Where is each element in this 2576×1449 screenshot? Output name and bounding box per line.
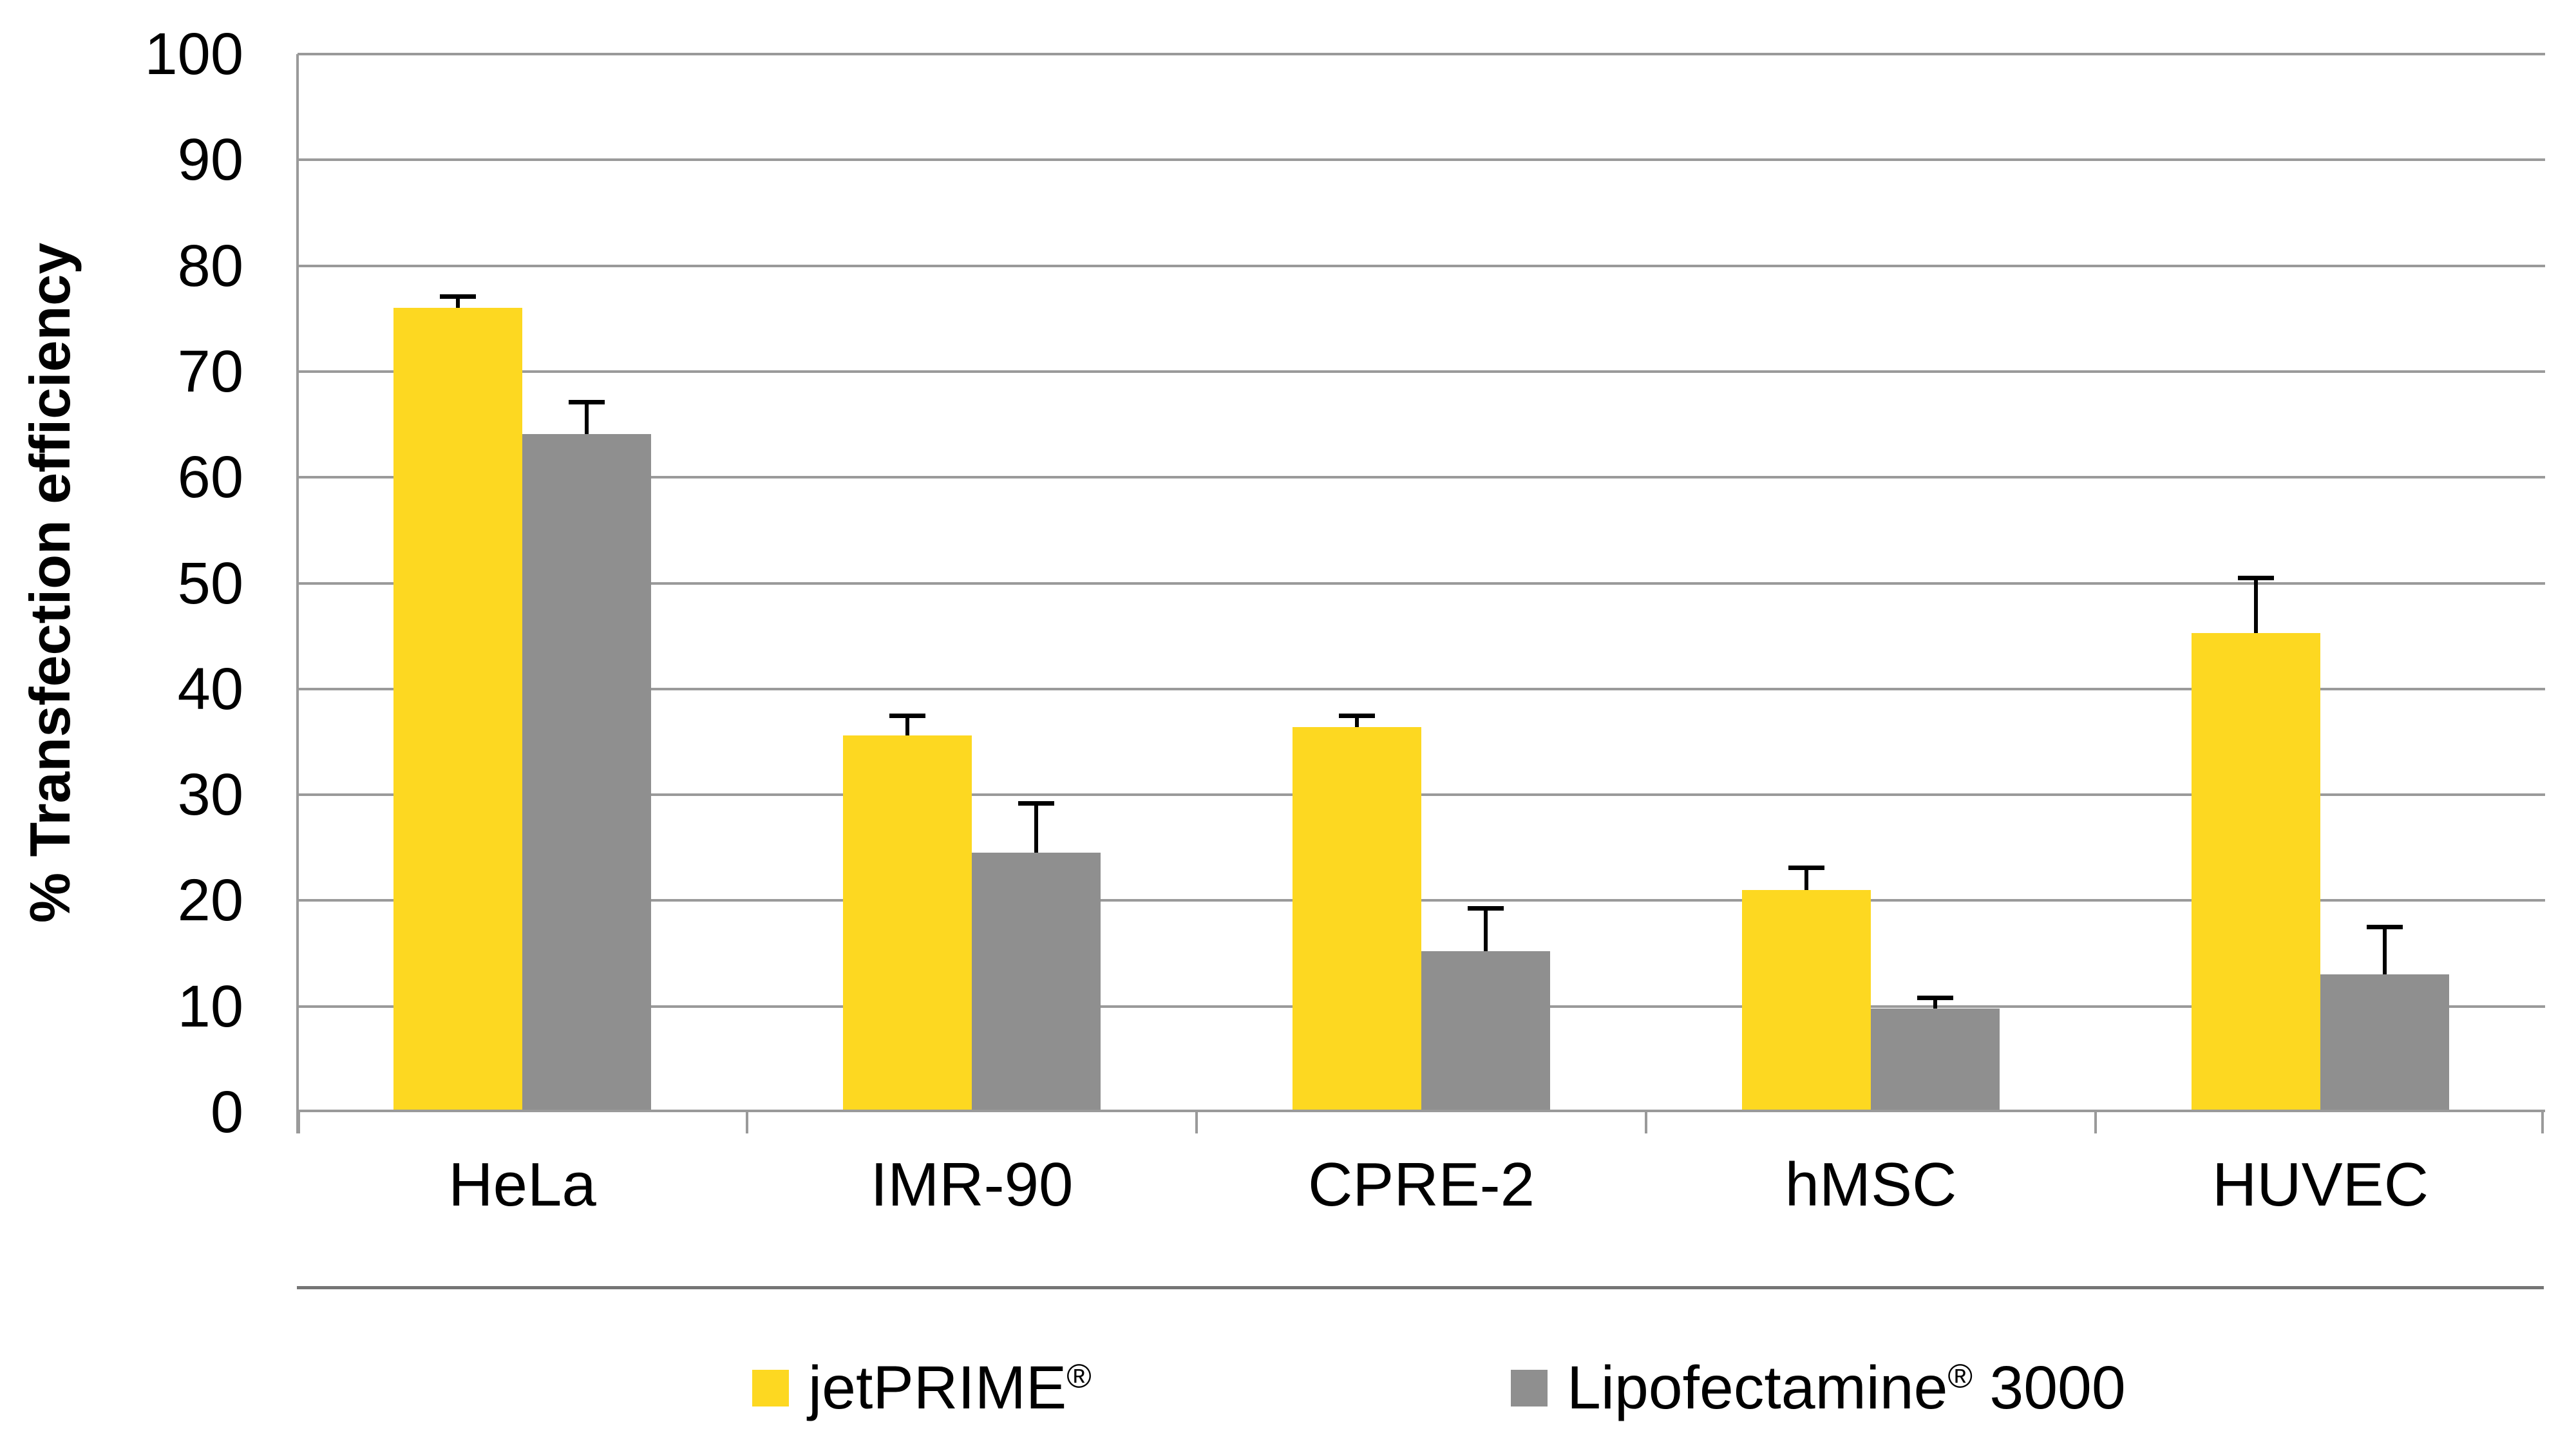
x-axis-tick (746, 1112, 748, 1133)
x-axis-tick (1195, 1112, 1198, 1133)
bar-jetprime-hela (393, 308, 522, 1112)
y-tick-label-10: 10 (177, 973, 243, 1039)
error-bar-cap (1788, 866, 1824, 871)
category-label-huvec: HUVEC (2211, 1150, 2429, 1219)
y-tick-label-40: 40 (177, 656, 243, 722)
category-label-hela: HeLa (448, 1150, 596, 1219)
error-bar-stem (1804, 866, 1808, 890)
bar-jetprime-cpre-2 (1293, 726, 1421, 1112)
bar-lipofectamine-imr-90 (972, 853, 1101, 1112)
error-bar-stem (585, 400, 589, 434)
bar-jetprime-hmsc (1742, 889, 1871, 1112)
y-tick-label-0: 0 (210, 1079, 243, 1145)
category-label-hmsc: hMSC (1785, 1150, 1957, 1219)
error-bar-stem (1034, 800, 1038, 853)
gridline-80 (298, 264, 2545, 267)
y-tick-label-100: 100 (144, 21, 244, 87)
error-bar-stem (1933, 996, 1937, 1009)
legend-swatch-jetprime (752, 1369, 789, 1406)
x-axis-tick (2094, 1112, 2097, 1133)
x-axis-tick (2541, 1112, 2544, 1133)
error-bar-cap (440, 294, 476, 299)
error-bar-stem (1355, 713, 1359, 727)
error-bar-cap (569, 400, 605, 405)
bar-jetprime-huvec (2192, 632, 2320, 1112)
error-bar-stem (456, 294, 460, 308)
legend-swatch-lipofectamine (1511, 1369, 1548, 1406)
error-bar-cap (1018, 800, 1054, 806)
bar-jetprime-imr-90 (843, 735, 972, 1112)
legend-label-lipofectamine: Lipofectamine® 3000 (1567, 1353, 2126, 1422)
category-label-cpre-2: CPRE-2 (1307, 1150, 1535, 1219)
error-bar-cap (1339, 713, 1375, 718)
legend-item-jetprime: jetPRIME® (752, 1349, 1092, 1426)
error-bar-cap (2238, 576, 2274, 580)
gridline-100 (298, 53, 2545, 55)
gridline-60 (298, 476, 2545, 479)
y-tick-label-20: 20 (177, 867, 243, 934)
gridline-30 (298, 793, 2545, 797)
legend-item-lipofectamine: Lipofectamine® 3000 (1511, 1349, 2126, 1426)
bar-lipofectamine-hela (522, 433, 651, 1112)
error-bar-stem (2383, 925, 2387, 975)
x-axis-line (298, 1110, 2545, 1112)
x-axis-tick (298, 1112, 300, 1133)
gridline-70 (298, 370, 2545, 373)
error-bar-cap (2367, 925, 2403, 930)
gridline-20 (298, 899, 2545, 902)
x-axis-tick (1645, 1112, 1647, 1133)
plot-area (298, 53, 2545, 1133)
bar-lipofectamine-cpre-2 (1421, 951, 1550, 1112)
legend-label-jetprime: jetPRIME® (808, 1353, 1092, 1422)
error-bar-cap (889, 713, 925, 718)
gridline-50 (298, 582, 2545, 585)
y-tick-label-90: 90 (177, 127, 243, 193)
legend: jetPRIME® Lipofectamine® 3000 (0, 1349, 2576, 1426)
y-tick-label-30: 30 (177, 762, 243, 828)
y-tick-label-50: 50 (177, 550, 243, 616)
y-axis-line (296, 54, 299, 1133)
gridline-90 (298, 158, 2545, 162)
gridline-40 (298, 687, 2545, 690)
y-tick-label-70: 70 (177, 338, 243, 404)
y-tick-label-60: 60 (177, 444, 243, 511)
error-bar-cap (1468, 905, 1504, 911)
error-bar-stem (1484, 905, 1488, 952)
category-label-imr-90: IMR-90 (870, 1150, 1074, 1219)
legend-separator-line (297, 1286, 2544, 1289)
error-bar-stem (2254, 576, 2258, 633)
bar-lipofectamine-hmsc (1871, 1009, 2000, 1112)
bar-lipofectamine-huvec (2320, 974, 2449, 1112)
error-bar-stem (905, 713, 909, 736)
error-bar-cap (1917, 996, 1953, 1001)
y-tick-label-80: 80 (177, 232, 243, 299)
